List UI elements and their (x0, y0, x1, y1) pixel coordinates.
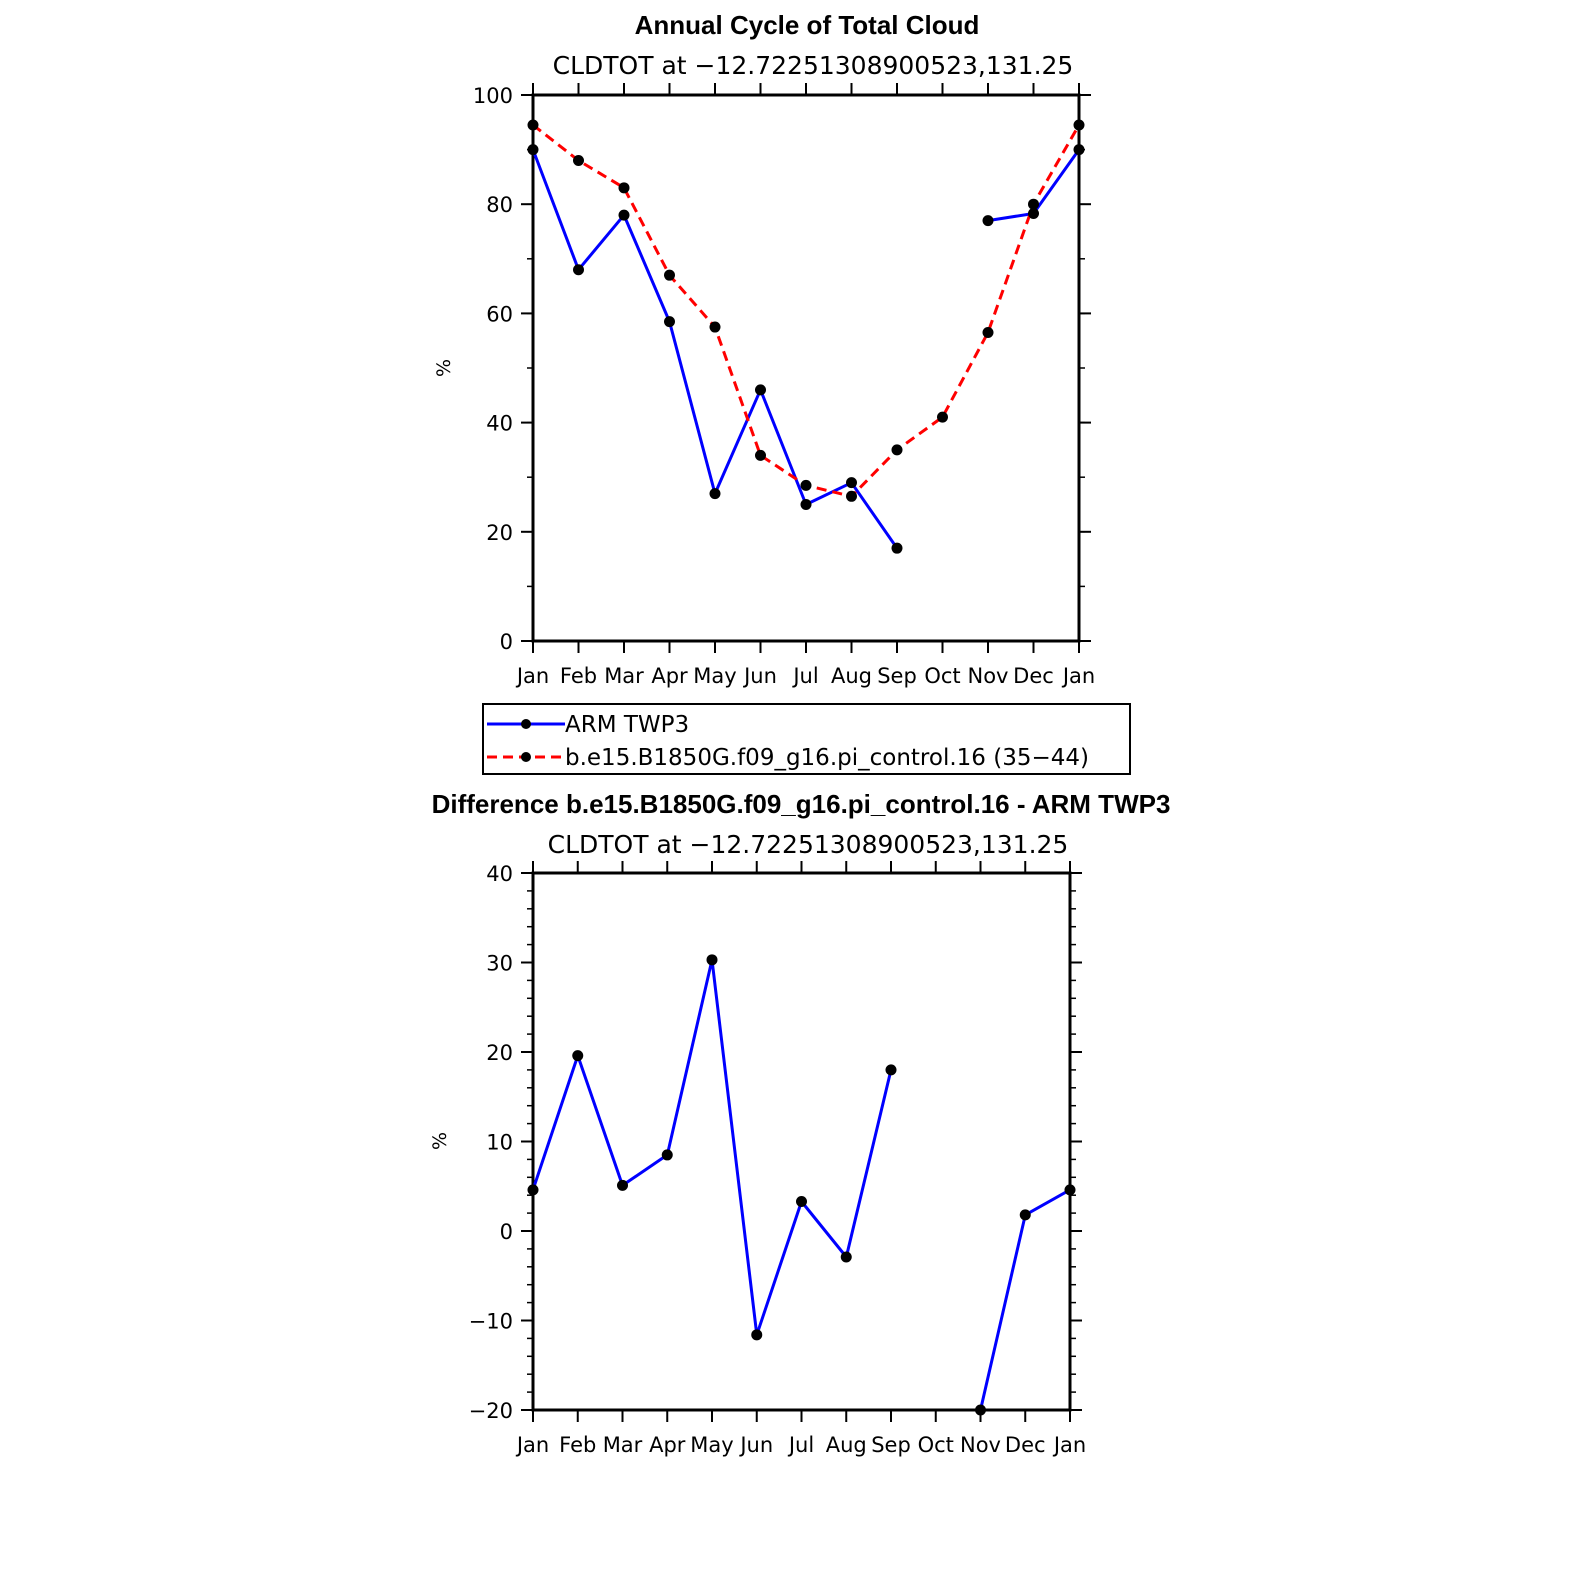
legend: ARM TWP3 b.e15.B1850G.f09_g16.pi_control… (482, 703, 1131, 775)
top-x-tick-label: Oct (924, 664, 960, 688)
top-y-tick-label: 40 (486, 412, 513, 436)
difference-panel: Difference b.e15.B1850G.f09_g16.pi_contr… (429, 789, 1170, 1457)
top-x-tick-label: Apr (651, 664, 688, 688)
bottom-series-0-point (527, 1184, 539, 1196)
top-x-tick-label: Nov (968, 664, 1009, 688)
legend-box (482, 703, 1131, 775)
top-series-1-point (846, 490, 857, 502)
bottom-x-tick-label: Nov (960, 1433, 1001, 1457)
bottom-x-tick-label: Dec (1005, 1433, 1046, 1457)
bottom-chart-subtitle: CLDTOT at −12.72251308900523,131.25 (548, 830, 1069, 859)
top-series-1-line (532, 123, 1081, 498)
bottom-x-tick-label: Feb (559, 1433, 596, 1457)
top-series-0-point (573, 264, 584, 276)
top-y-tick-label: 20 (486, 521, 513, 545)
top-y-tick-label: 100 (473, 84, 513, 108)
top-series-0-point (709, 488, 721, 500)
bottom-series-0-point (706, 954, 718, 966)
top-x-tick-label: Dec (1013, 664, 1054, 688)
top-series-1-point (709, 321, 721, 333)
bottom-y-tick-label: 30 (486, 952, 513, 976)
top-series-0-point (1028, 207, 1039, 219)
top-x-tick-label: Jan (1061, 664, 1095, 688)
top-plot-frame (531, 93, 1081, 643)
top-x-tick-label: Jun (742, 664, 777, 688)
bottom-y-tick-label: 0 (500, 1220, 513, 1244)
bottom-y-tick-label: 40 (486, 862, 513, 886)
top-series-1-point (891, 444, 903, 456)
bottom-chart-title: Difference b.e15.B1850G.f09_g16.pi_contr… (432, 789, 1171, 819)
bottom-x-tick-label: Aug (826, 1433, 867, 1457)
bottom-series-0-point (572, 1050, 584, 1062)
top-series-1-point (755, 449, 766, 461)
bottom-series-0-point (617, 1179, 628, 1191)
legend-marker-model (521, 752, 531, 762)
top-series-0-point (1073, 144, 1085, 156)
annual-cycle-panel: Annual Cycle of Total Cloud CLDTOT at −1… (433, 10, 1131, 775)
bottom-x-tick-label: Oct (918, 1433, 954, 1457)
top-x-tick-label: Jul (791, 664, 818, 688)
bottom-x-tick-label: Jun (738, 1433, 773, 1457)
bottom-series-0-point (885, 1064, 897, 1076)
top-x-tick-label: Mar (604, 664, 644, 688)
bottom-series-0-point (1019, 1209, 1031, 1221)
top-x-tick-label: Jan (515, 664, 549, 688)
bottom-y-tick-label: 10 (486, 1131, 513, 1155)
legend-marker-arm (521, 719, 531, 729)
bottom-x-tick-label: May (690, 1433, 733, 1457)
top-x-tick-label: Aug (831, 664, 872, 688)
top-y-tick-label: 0 (500, 630, 513, 654)
top-series-1-point (527, 119, 539, 131)
top-series-0-point (664, 316, 675, 328)
bottom-x-tick-label: Mar (603, 1433, 643, 1457)
bottom-plot-frame (531, 871, 1072, 1412)
top-series-1-point (573, 155, 584, 167)
bottom-y-tick-label: 20 (486, 1041, 513, 1065)
top-series-1-point (664, 269, 675, 281)
bottom-x-tick-label: Jul (787, 1433, 814, 1457)
top-series-0-point (800, 499, 812, 510)
bottom-y-tick-label: −10 (469, 1310, 513, 1334)
bottom-series-0-point (661, 1149, 673, 1161)
bottom-series-0-point (796, 1195, 807, 1207)
bottom-series-0-point (1064, 1184, 1076, 1196)
bottom-x-tick-label: Apr (649, 1433, 686, 1457)
legend-label-arm: ARM TWP3 (565, 712, 689, 738)
bottom-series-0-line (531, 958, 1071, 1411)
top-series-1-point (1028, 198, 1039, 210)
top-series-1-point (982, 327, 994, 339)
top-plot-area: Jan Feb Mar Apr May Jun Jul Aug Sep Oct Nov Dec Jan0… (473, 83, 1095, 688)
bottom-x-tick-label: Jan (1052, 1433, 1086, 1457)
top-series-0-point (527, 144, 539, 156)
top-series-0-point (755, 384, 766, 396)
top-y-tick-label: 80 (486, 193, 513, 217)
bottom-y-axis-label: % (429, 1132, 451, 1150)
top-series-1-point (1073, 119, 1085, 131)
bottom-x-tick-label: Sep (871, 1433, 911, 1457)
top-x-tick-label: May (693, 664, 736, 688)
top-x-tick-label: Feb (560, 664, 597, 688)
top-y-axis-label: % (433, 359, 455, 377)
top-series-0-point (891, 542, 903, 554)
top-series-1-point (618, 182, 630, 194)
top-chart-title: Annual Cycle of Total Cloud (635, 10, 980, 40)
top-y-tick-label: 60 (486, 302, 513, 326)
top-series-0-point (846, 477, 857, 489)
legend-label-model: b.e15.B1850G.f09_g16.pi_control.16 (35−4… (565, 745, 1089, 771)
bottom-x-tick-label: Jan (515, 1433, 549, 1457)
bottom-series-0-point (751, 1329, 763, 1341)
bottom-series-0-point (975, 1404, 986, 1416)
bottom-series-0-point (840, 1251, 852, 1263)
top-series-1-point (937, 411, 948, 423)
top-series-0-point (618, 209, 630, 221)
top-x-tick-label: Sep (877, 664, 917, 688)
top-chart-subtitle: CLDTOT at −12.72251308900523,131.25 (553, 51, 1074, 80)
top-series-1-point (800, 479, 812, 491)
bottom-y-tick-label: −20 (469, 1399, 513, 1423)
top-series-0-point (982, 215, 994, 227)
bottom-plot-area: Jan Feb Mar Apr May Jun Jul Aug Sep Oct Nov Dec Jan−… (469, 861, 1086, 1457)
